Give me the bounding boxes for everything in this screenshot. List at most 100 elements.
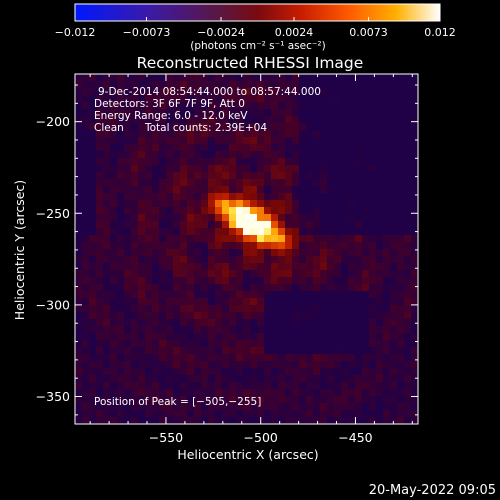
heatmap-cell [257, 263, 264, 270]
heatmap-cell [404, 312, 411, 319]
heatmap-cell [131, 361, 138, 368]
heatmap-cell [152, 123, 159, 130]
heatmap-cell [201, 319, 208, 326]
heatmap-cell [159, 354, 166, 361]
heatmap-cell [222, 102, 229, 109]
heatmap-cell [117, 221, 124, 228]
heatmap-cell [383, 277, 390, 284]
heatmap-cell [362, 403, 369, 410]
heatmap-cell [166, 109, 173, 116]
heatmap-cell [376, 179, 383, 186]
heatmap-cell [166, 375, 173, 382]
heatmap-cell [145, 256, 152, 263]
heatmap-cell [390, 256, 397, 263]
colorbar-tick-label: 0.012 [424, 26, 456, 39]
heatmap-cell [138, 270, 145, 277]
heatmap-cell [173, 340, 180, 347]
heatmap-cell [180, 158, 187, 165]
heatmap-cell [278, 172, 285, 179]
heatmap-cell [348, 291, 355, 298]
heatmap-cell [82, 130, 89, 137]
heatmap-cell [383, 186, 390, 193]
heatmap-cell [222, 354, 229, 361]
heatmap-cell [320, 207, 327, 214]
heatmap-cell [180, 319, 187, 326]
heatmap-cell [145, 144, 152, 151]
heatmap-cell [271, 116, 278, 123]
heatmap-cell [110, 284, 117, 291]
heatmap-cell [264, 326, 271, 333]
heatmap-cell [299, 375, 306, 382]
heatmap-cell [131, 109, 138, 116]
heatmap-cell [327, 368, 334, 375]
heatmap-cell [166, 417, 173, 424]
heatmap-cell [250, 186, 257, 193]
heatmap-cell [313, 221, 320, 228]
heatmap-cell [278, 95, 285, 102]
heatmap-cell [110, 116, 117, 123]
heatmap-cell [82, 235, 89, 242]
heatmap-cell [145, 305, 152, 312]
heatmap-cell [243, 214, 250, 221]
heatmap-cell [75, 193, 82, 200]
heatmap-cell [138, 235, 145, 242]
heatmap-cell [390, 158, 397, 165]
heatmap-cell [327, 361, 334, 368]
heatmap-cell [89, 382, 96, 389]
heatmap-cell [96, 347, 103, 354]
heatmap-cell [355, 305, 362, 312]
heatmap-cell [306, 74, 313, 81]
annotation-detectors: Detectors: 3F 6F 7F 9F, Att 0 [94, 98, 245, 110]
heatmap-cell [166, 137, 173, 144]
heatmap-cell [89, 403, 96, 410]
heatmap-cell [362, 228, 369, 235]
heatmap-cell [166, 277, 173, 284]
heatmap-cell [187, 151, 194, 158]
heatmap-cell [390, 249, 397, 256]
heatmap-cell [208, 396, 215, 403]
heatmap-cell [264, 109, 271, 116]
heatmap-cell [285, 207, 292, 214]
heatmap-cell [131, 214, 138, 221]
heatmap-cell [96, 109, 103, 116]
heatmap-cell [285, 312, 292, 319]
heatmap-cell [411, 256, 418, 263]
heatmap-cell [376, 207, 383, 214]
heatmap-cell [236, 179, 243, 186]
heatmap-cell [257, 193, 264, 200]
heatmap-cell [390, 361, 397, 368]
heatmap-cell [159, 228, 166, 235]
heatmap-cell [341, 312, 348, 319]
heatmap-cell [215, 109, 222, 116]
heatmap-cell [173, 389, 180, 396]
heatmap-cell [348, 347, 355, 354]
heatmap-cell [348, 151, 355, 158]
heatmap-cell [299, 165, 306, 172]
heatmap-cell [390, 109, 397, 116]
heatmap-cell [89, 151, 96, 158]
heatmap-cell [180, 179, 187, 186]
heatmap-cell [89, 144, 96, 151]
heatmap-cell [145, 312, 152, 319]
heatmap-cell [320, 102, 327, 109]
heatmap-cell [103, 256, 110, 263]
heatmap-cell [250, 410, 257, 417]
heatmap-cell [124, 102, 131, 109]
heatmap-cell [341, 81, 348, 88]
heatmap-cell [257, 123, 264, 130]
heatmap-cell [292, 151, 299, 158]
heatmap-cell [110, 228, 117, 235]
heatmap-cell [208, 214, 215, 221]
heatmap-cell [369, 74, 376, 81]
heatmap-cell [215, 375, 222, 382]
heatmap-cell [320, 368, 327, 375]
heatmap-cell [250, 172, 257, 179]
heatmap-cell [82, 389, 89, 396]
heatmap-cell [131, 354, 138, 361]
heatmap-cell [376, 256, 383, 263]
heatmap-cell [348, 158, 355, 165]
heatmap-cell [397, 298, 404, 305]
heatmap-cell [271, 102, 278, 109]
heatmap-cell [306, 165, 313, 172]
heatmap-cell [299, 319, 306, 326]
